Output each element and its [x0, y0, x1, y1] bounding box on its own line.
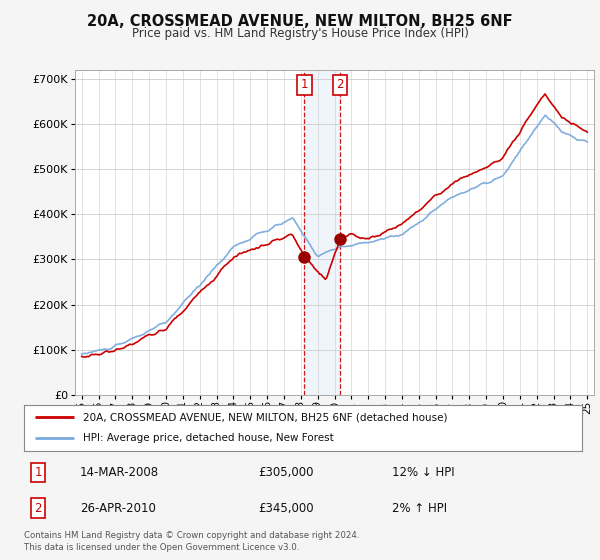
- Text: 1: 1: [301, 78, 308, 91]
- Text: 20A, CROSSMEAD AVENUE, NEW MILTON, BH25 6NF: 20A, CROSSMEAD AVENUE, NEW MILTON, BH25 …: [87, 14, 513, 29]
- Text: 2: 2: [34, 502, 42, 515]
- Text: 1: 1: [34, 466, 42, 479]
- Text: 2% ↑ HPI: 2% ↑ HPI: [392, 502, 448, 515]
- Text: HPI: Average price, detached house, New Forest: HPI: Average price, detached house, New …: [83, 433, 334, 444]
- Text: 2: 2: [337, 78, 344, 91]
- Bar: [304, 70, 340, 395]
- Text: 20A, CROSSMEAD AVENUE, NEW MILTON, BH25 6NF (detached house): 20A, CROSSMEAD AVENUE, NEW MILTON, BH25 …: [83, 412, 447, 422]
- Text: Contains HM Land Registry data © Crown copyright and database right 2024.
This d: Contains HM Land Registry data © Crown c…: [24, 531, 359, 552]
- Text: Price paid vs. HM Land Registry's House Price Index (HPI): Price paid vs. HM Land Registry's House …: [131, 27, 469, 40]
- Text: £305,000: £305,000: [259, 466, 314, 479]
- Text: £345,000: £345,000: [259, 502, 314, 515]
- Text: 12% ↓ HPI: 12% ↓ HPI: [392, 466, 455, 479]
- Text: 26-APR-2010: 26-APR-2010: [80, 502, 155, 515]
- Text: 14-MAR-2008: 14-MAR-2008: [80, 466, 159, 479]
